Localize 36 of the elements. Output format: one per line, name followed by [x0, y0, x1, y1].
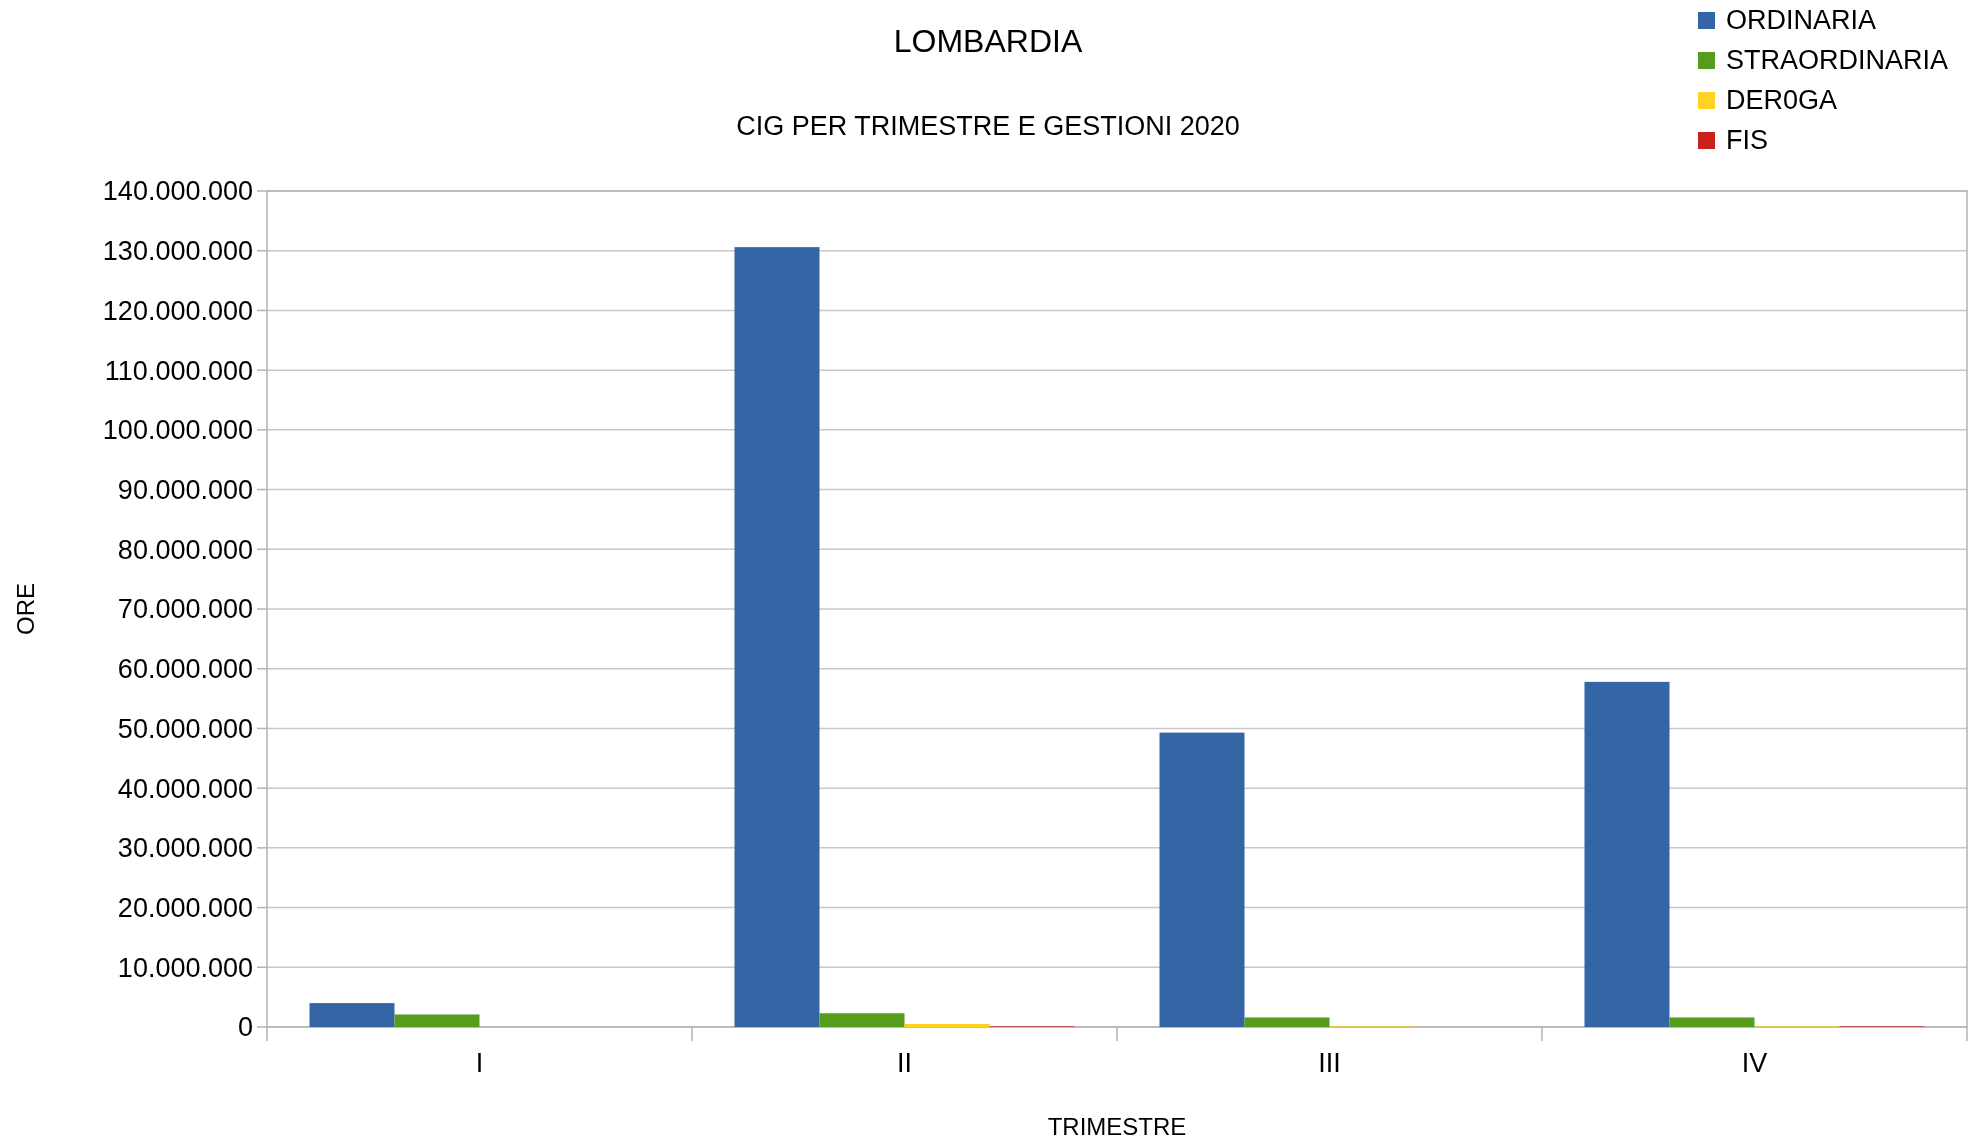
y-tick-label: 70.000.000: [117, 594, 253, 625]
bar: [819, 1013, 905, 1027]
bar: [904, 1024, 990, 1027]
y-tick-label: 10.000.000: [117, 952, 253, 983]
bar: [1159, 732, 1245, 1027]
legend-label: ORDINARIA: [1726, 5, 1877, 36]
x-tick-label: I: [475, 1048, 484, 1078]
y-tick-label: 50.000.000: [117, 713, 253, 744]
chart-title: LOMBARDIA: [893, 23, 1083, 59]
x-tick-label: II: [896, 1048, 913, 1078]
y-tick-label: 40.000.000: [117, 773, 253, 804]
y-axis-title: ORE: [12, 582, 39, 636]
chart-subtitle: CIG PER TRIMESTRE E GESTIONI 2020: [736, 111, 1240, 141]
y-tick-label: 140.000.000: [102, 176, 253, 207]
x-tick-label: III: [1318, 1048, 1341, 1078]
bar: [309, 1003, 395, 1027]
x-axis-title: TRIMESTRE: [1047, 1113, 1187, 1140]
y-tick-label: 100.000.000: [102, 415, 253, 446]
legend-label: STRAORDINARIA: [1726, 45, 1949, 76]
bar: [1584, 681, 1670, 1027]
legend-label: FIS: [1726, 125, 1769, 156]
y-tick-label: 110.000.000: [104, 355, 253, 386]
legend-label: DER0GA: [1726, 85, 1838, 116]
y-tick-label: 120.000.000: [102, 295, 253, 326]
y-tick-label: 90.000.000: [117, 475, 253, 506]
x-tick-label: IV: [1741, 1048, 1768, 1078]
y-tick-label: 80.000.000: [117, 534, 253, 565]
y-tick-label: 60.000.000: [117, 654, 253, 685]
y-tick-label: 30.000.000: [117, 833, 253, 864]
y-tick-label: 20.000.000: [117, 893, 253, 924]
bar: [734, 247, 820, 1027]
bar: [394, 1014, 480, 1027]
y-tick-label: 0: [237, 1012, 253, 1043]
y-tick-label: 130.000.000: [102, 236, 253, 267]
bar: [1669, 1017, 1755, 1027]
bar: [1244, 1017, 1330, 1027]
